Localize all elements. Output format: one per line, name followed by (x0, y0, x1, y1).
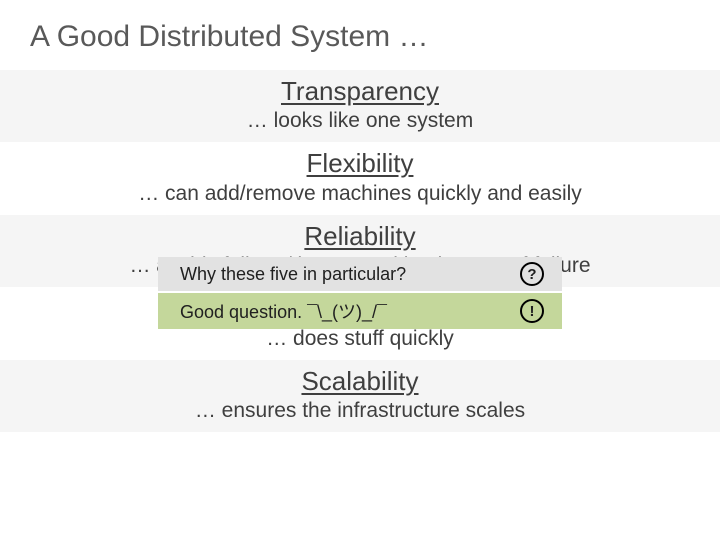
exclamation-icon: ! (520, 299, 544, 323)
section-scalability: Scalability … ensures the infrastructure… (0, 360, 720, 432)
sections-list: Transparency … looks like one system Fle… (0, 70, 720, 432)
section-topic: Flexibility (307, 148, 414, 179)
section-topic: Reliability (304, 221, 415, 252)
section-desc: … can add/remove machines quickly and ea… (138, 181, 582, 207)
callout-question-text: Why these five in particular? (180, 264, 406, 285)
section-transparency: Transparency … looks like one system (0, 70, 720, 142)
section-topic: Transparency (281, 76, 439, 107)
question-mark-icon: ? (520, 262, 544, 286)
callout-answer: Good question. ¯\_(ツ)_/¯ ! (158, 293, 562, 329)
section-topic: Scalability (301, 366, 418, 397)
callout-question: Why these five in particular? ? (158, 257, 562, 291)
section-desc: … ensures the infrastructure scales (195, 398, 525, 424)
callout-answer-text: Good question. ¯\_(ツ)_/¯ (180, 298, 387, 324)
section-desc: … looks like one system (247, 108, 473, 134)
section-flexibility: Flexibility … can add/remove machines qu… (0, 142, 720, 214)
slide-title: A Good Distributed System … (0, 0, 720, 70)
section-desc: … does stuff quickly (266, 326, 454, 352)
